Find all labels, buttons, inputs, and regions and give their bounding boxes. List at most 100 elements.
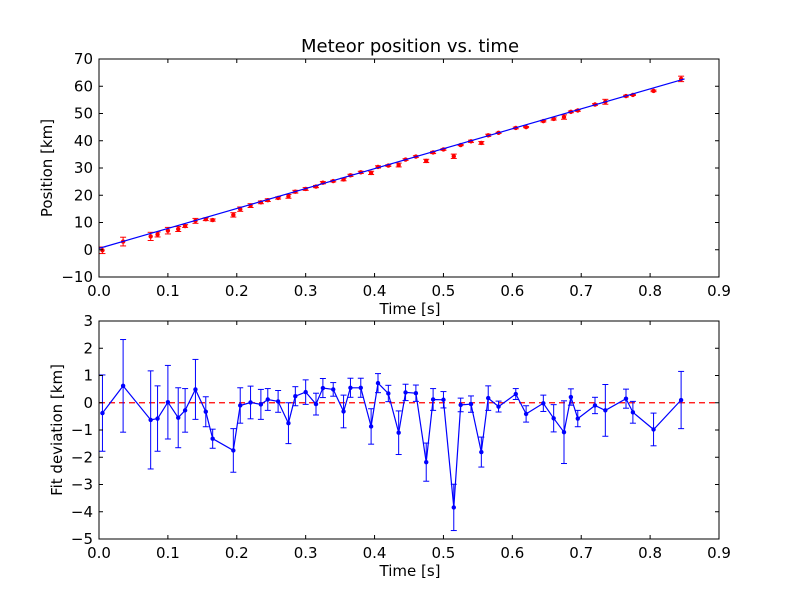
deviation-data-point (286, 420, 291, 426)
deviation-data-point (210, 436, 215, 441)
position-y-tick-label: 30 (74, 159, 93, 177)
deviation-data-point (203, 409, 208, 414)
deviation-data-point (358, 385, 363, 390)
deviation-data-point (231, 448, 236, 453)
deviation-data-point (275, 399, 281, 404)
deviation-y-tick-label: 3 (83, 312, 93, 330)
deviation-data-point (575, 416, 580, 421)
deviation-x-tick-label: 0.5 (432, 544, 456, 562)
deviation-data-point (541, 401, 546, 406)
position-y-tick-label: 60 (74, 77, 93, 95)
deviation-x-tick-label: 0.7 (569, 544, 593, 562)
position-x-tick-label: 0.0 (87, 282, 111, 300)
position-data-point (165, 228, 171, 233)
deviation-data-point (568, 394, 574, 400)
deviation-y-tick-label: −5 (71, 530, 93, 548)
deviation-plot-area (99, 339, 719, 532)
deviation-y-axis-label: Fit deviation [km] (48, 364, 66, 496)
deviation-x-tick-label: 0.6 (500, 544, 524, 562)
deviation-data-point (193, 387, 198, 392)
deviation-y-tick-label: −3 (71, 476, 93, 494)
deviation-chart: 0.0 0.1 0.2 0.3 0.4 0.5 0.6 0.7 0.8 0.9 −5 −4 −3 −2 −1… (48, 312, 731, 580)
deviation-data-point (248, 400, 253, 405)
position-data-point (561, 114, 567, 120)
position-data-point (210, 217, 215, 223)
position-data-point (182, 223, 188, 229)
deviation-data-point (148, 417, 153, 423)
position-x-tick-label: 0.7 (569, 282, 593, 300)
deviation-data-point (386, 391, 391, 396)
deviation-y-tick-label: −2 (71, 448, 93, 466)
deviation-data-point (368, 424, 374, 429)
deviation-data-point (468, 401, 474, 407)
position-data-point (451, 154, 456, 159)
position-axes-frame (98, 58, 720, 278)
deviation-data-point (265, 397, 270, 402)
deviation-data-point (458, 402, 463, 408)
position-x-tick-label: 0.5 (432, 282, 456, 300)
position-data-point (479, 140, 484, 146)
position-plot-area (98, 75, 685, 255)
deviation-data-point (320, 385, 326, 391)
deviation-data-point (496, 404, 501, 409)
chart-title: Meteor position vs. time (301, 36, 519, 57)
deviation-data-point (413, 391, 419, 396)
deviation-data-point (293, 394, 298, 399)
position-y-tick-label: 10 (74, 214, 93, 232)
position-y-tick-label: −10 (61, 268, 93, 286)
deviation-data-point (603, 408, 608, 413)
position-chart: Meteor position vs. time 0.0 0.1 0.2 0.3 0.4… (38, 36, 731, 318)
deviation-x-tick-label: 0.3 (294, 544, 318, 562)
deviation-data-point (513, 391, 518, 397)
position-data-point (148, 234, 153, 239)
deviation-y-tick-label: 0 (83, 394, 93, 412)
position-data-point (396, 162, 401, 168)
deviation-y-tick-label: 2 (83, 339, 93, 357)
deviation-data-point (182, 408, 188, 413)
deviation-y-tick-label: −1 (71, 421, 93, 439)
deviation-data-point (678, 397, 684, 403)
position-y-tick-label: 50 (74, 105, 93, 123)
position-y-tick-label: 70 (74, 50, 93, 68)
position-data-point (551, 116, 556, 122)
deviation-data-point (651, 427, 656, 432)
deviation-data-point (424, 459, 429, 465)
position-y-axis-label: Position [km] (38, 119, 56, 217)
position-x-tick-label: 0.3 (294, 282, 318, 300)
deviation-data-point (441, 397, 446, 402)
deviation-x-tick-label: 0.9 (707, 544, 731, 562)
position-x-tick-label: 0.1 (156, 282, 180, 300)
position-data-point (651, 88, 656, 94)
position-y-tick-label: 20 (74, 186, 93, 204)
deviation-data-point (486, 395, 491, 401)
deviation-data-point (303, 389, 308, 395)
deviation-y-tick-label: 1 (83, 367, 93, 385)
deviation-data-point (155, 416, 160, 421)
deviation-data-point (451, 505, 456, 510)
position-x-tick-label: 0.8 (638, 282, 662, 300)
deviation-data-point (258, 402, 264, 407)
deviation-data-point (523, 411, 529, 417)
deviation-data-point (176, 415, 181, 420)
position-data-point (155, 232, 160, 237)
position-x-axis-label: Time [s] (379, 300, 441, 318)
position-data-point (100, 248, 105, 253)
deviation-data-point (592, 403, 598, 408)
position-data-point (424, 158, 429, 164)
position-fit-line (98, 78, 685, 249)
position-data-point (523, 124, 529, 130)
deviation-data-point (100, 410, 105, 416)
deviation-data-point (403, 390, 408, 395)
deviation-data-point (331, 387, 336, 392)
deviation-x-tick-label: 0.8 (638, 544, 662, 562)
deviation-data-point (561, 429, 567, 435)
deviation-data-point (238, 403, 243, 408)
position-x-tick-label: 0.2 (225, 282, 249, 300)
deviation-x-tick-label: 0.2 (225, 544, 249, 562)
position-x-tick-label: 0.4 (363, 282, 387, 300)
position-data-point (368, 170, 374, 176)
position-data-point (231, 212, 236, 218)
deviation-data-point (479, 449, 484, 455)
position-x-tick-label: 0.9 (707, 282, 731, 300)
